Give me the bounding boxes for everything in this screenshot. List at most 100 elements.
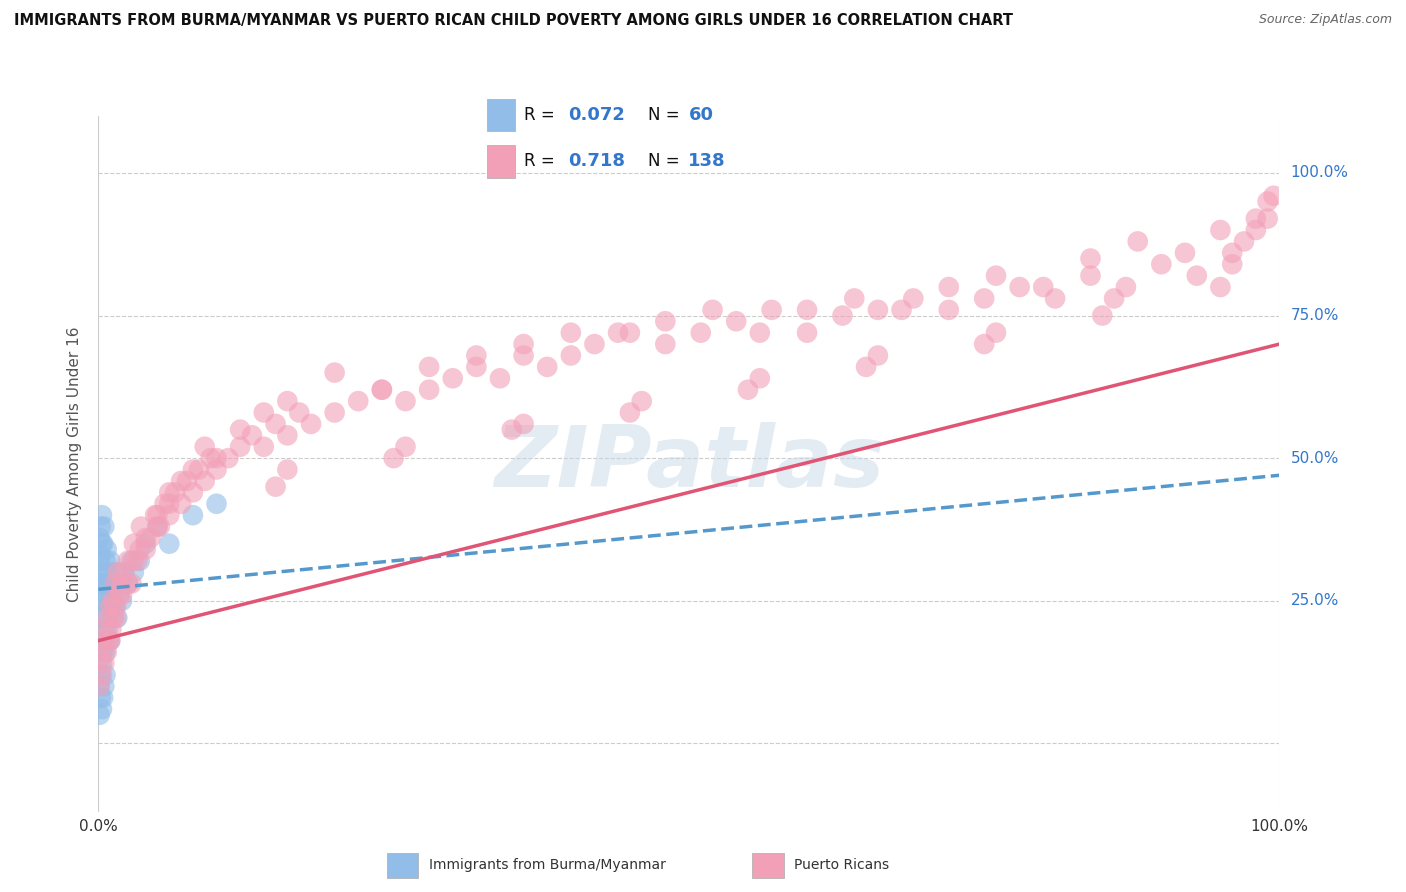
Point	[855, 359, 877, 374]
Point	[382, 451, 405, 466]
Point	[93, 679, 115, 693]
Point	[122, 537, 145, 551]
Point	[91, 576, 114, 591]
Point	[139, 531, 162, 545]
Point	[105, 565, 128, 579]
Text: N =: N =	[648, 106, 685, 124]
Point	[89, 679, 111, 693]
Point	[371, 383, 394, 397]
Point	[394, 440, 416, 454]
Point	[560, 349, 582, 363]
Point	[181, 508, 204, 523]
Point	[90, 650, 112, 665]
Point	[128, 554, 150, 568]
Point	[112, 565, 135, 579]
Point	[94, 554, 117, 568]
Point	[1115, 280, 1137, 294]
Point	[90, 690, 112, 705]
Point	[1150, 257, 1173, 271]
Point	[1220, 257, 1243, 271]
Text: R =: R =	[524, 153, 561, 170]
Point	[276, 394, 298, 409]
Point	[91, 576, 114, 591]
Point	[108, 588, 131, 602]
Point	[347, 394, 370, 409]
Point	[149, 519, 172, 533]
Point	[276, 462, 298, 476]
Point	[489, 371, 512, 385]
Point	[96, 588, 118, 602]
Point	[90, 519, 112, 533]
Text: Immigrants from Burma/Myanmar: Immigrants from Burma/Myanmar	[429, 858, 665, 872]
Point	[122, 554, 145, 568]
Point	[153, 497, 176, 511]
Point	[394, 394, 416, 409]
Point	[91, 633, 114, 648]
Text: N =: N =	[648, 153, 685, 170]
Point	[973, 292, 995, 306]
Point	[117, 576, 139, 591]
Point	[654, 314, 676, 328]
Point	[170, 497, 193, 511]
Point	[465, 349, 488, 363]
Point	[536, 359, 558, 374]
Point	[1080, 268, 1102, 283]
Point	[98, 565, 121, 579]
Point	[105, 565, 128, 579]
Point	[91, 657, 114, 671]
Point	[91, 668, 114, 682]
Point	[101, 593, 124, 607]
Point	[796, 302, 818, 317]
Point	[583, 337, 606, 351]
FancyBboxPatch shape	[387, 853, 419, 878]
Point	[96, 542, 118, 557]
Point	[1257, 211, 1279, 226]
Point	[98, 633, 121, 648]
Point	[98, 599, 121, 614]
Point	[98, 599, 121, 614]
Point	[229, 440, 252, 454]
Point	[737, 383, 759, 397]
Point	[890, 302, 912, 317]
Point	[607, 326, 630, 340]
Text: ZIPatlas: ZIPatlas	[494, 422, 884, 506]
Text: Source: ZipAtlas.com: Source: ZipAtlas.com	[1258, 13, 1392, 27]
Point	[748, 326, 770, 340]
Point	[1185, 268, 1208, 283]
Point	[105, 599, 128, 614]
Point	[94, 611, 117, 625]
Text: R =: R =	[524, 106, 561, 124]
Point	[323, 405, 346, 419]
Point	[938, 280, 960, 294]
Point	[98, 599, 121, 614]
Point	[1126, 235, 1149, 249]
Point	[903, 292, 925, 306]
Point	[157, 485, 180, 500]
Point	[973, 337, 995, 351]
Point	[1008, 280, 1031, 294]
Point	[93, 633, 115, 648]
Point	[128, 542, 150, 557]
Point	[1263, 189, 1285, 203]
Point	[157, 537, 180, 551]
Point	[96, 633, 118, 648]
Point	[1091, 309, 1114, 323]
Point	[866, 349, 889, 363]
Text: Puerto Ricans: Puerto Ricans	[794, 858, 890, 872]
Text: 100.0%: 100.0%	[1291, 166, 1348, 180]
Point	[91, 508, 114, 523]
Point	[111, 588, 134, 602]
Point	[984, 268, 1007, 283]
Point	[1174, 245, 1197, 260]
Point	[89, 554, 111, 568]
Point	[288, 405, 311, 419]
Point	[264, 480, 287, 494]
Point	[240, 428, 263, 442]
Point	[866, 302, 889, 317]
Point	[418, 359, 440, 374]
Point	[1043, 292, 1066, 306]
Point	[91, 537, 114, 551]
Point	[181, 485, 204, 500]
Point	[1233, 235, 1256, 249]
Point	[143, 508, 166, 523]
